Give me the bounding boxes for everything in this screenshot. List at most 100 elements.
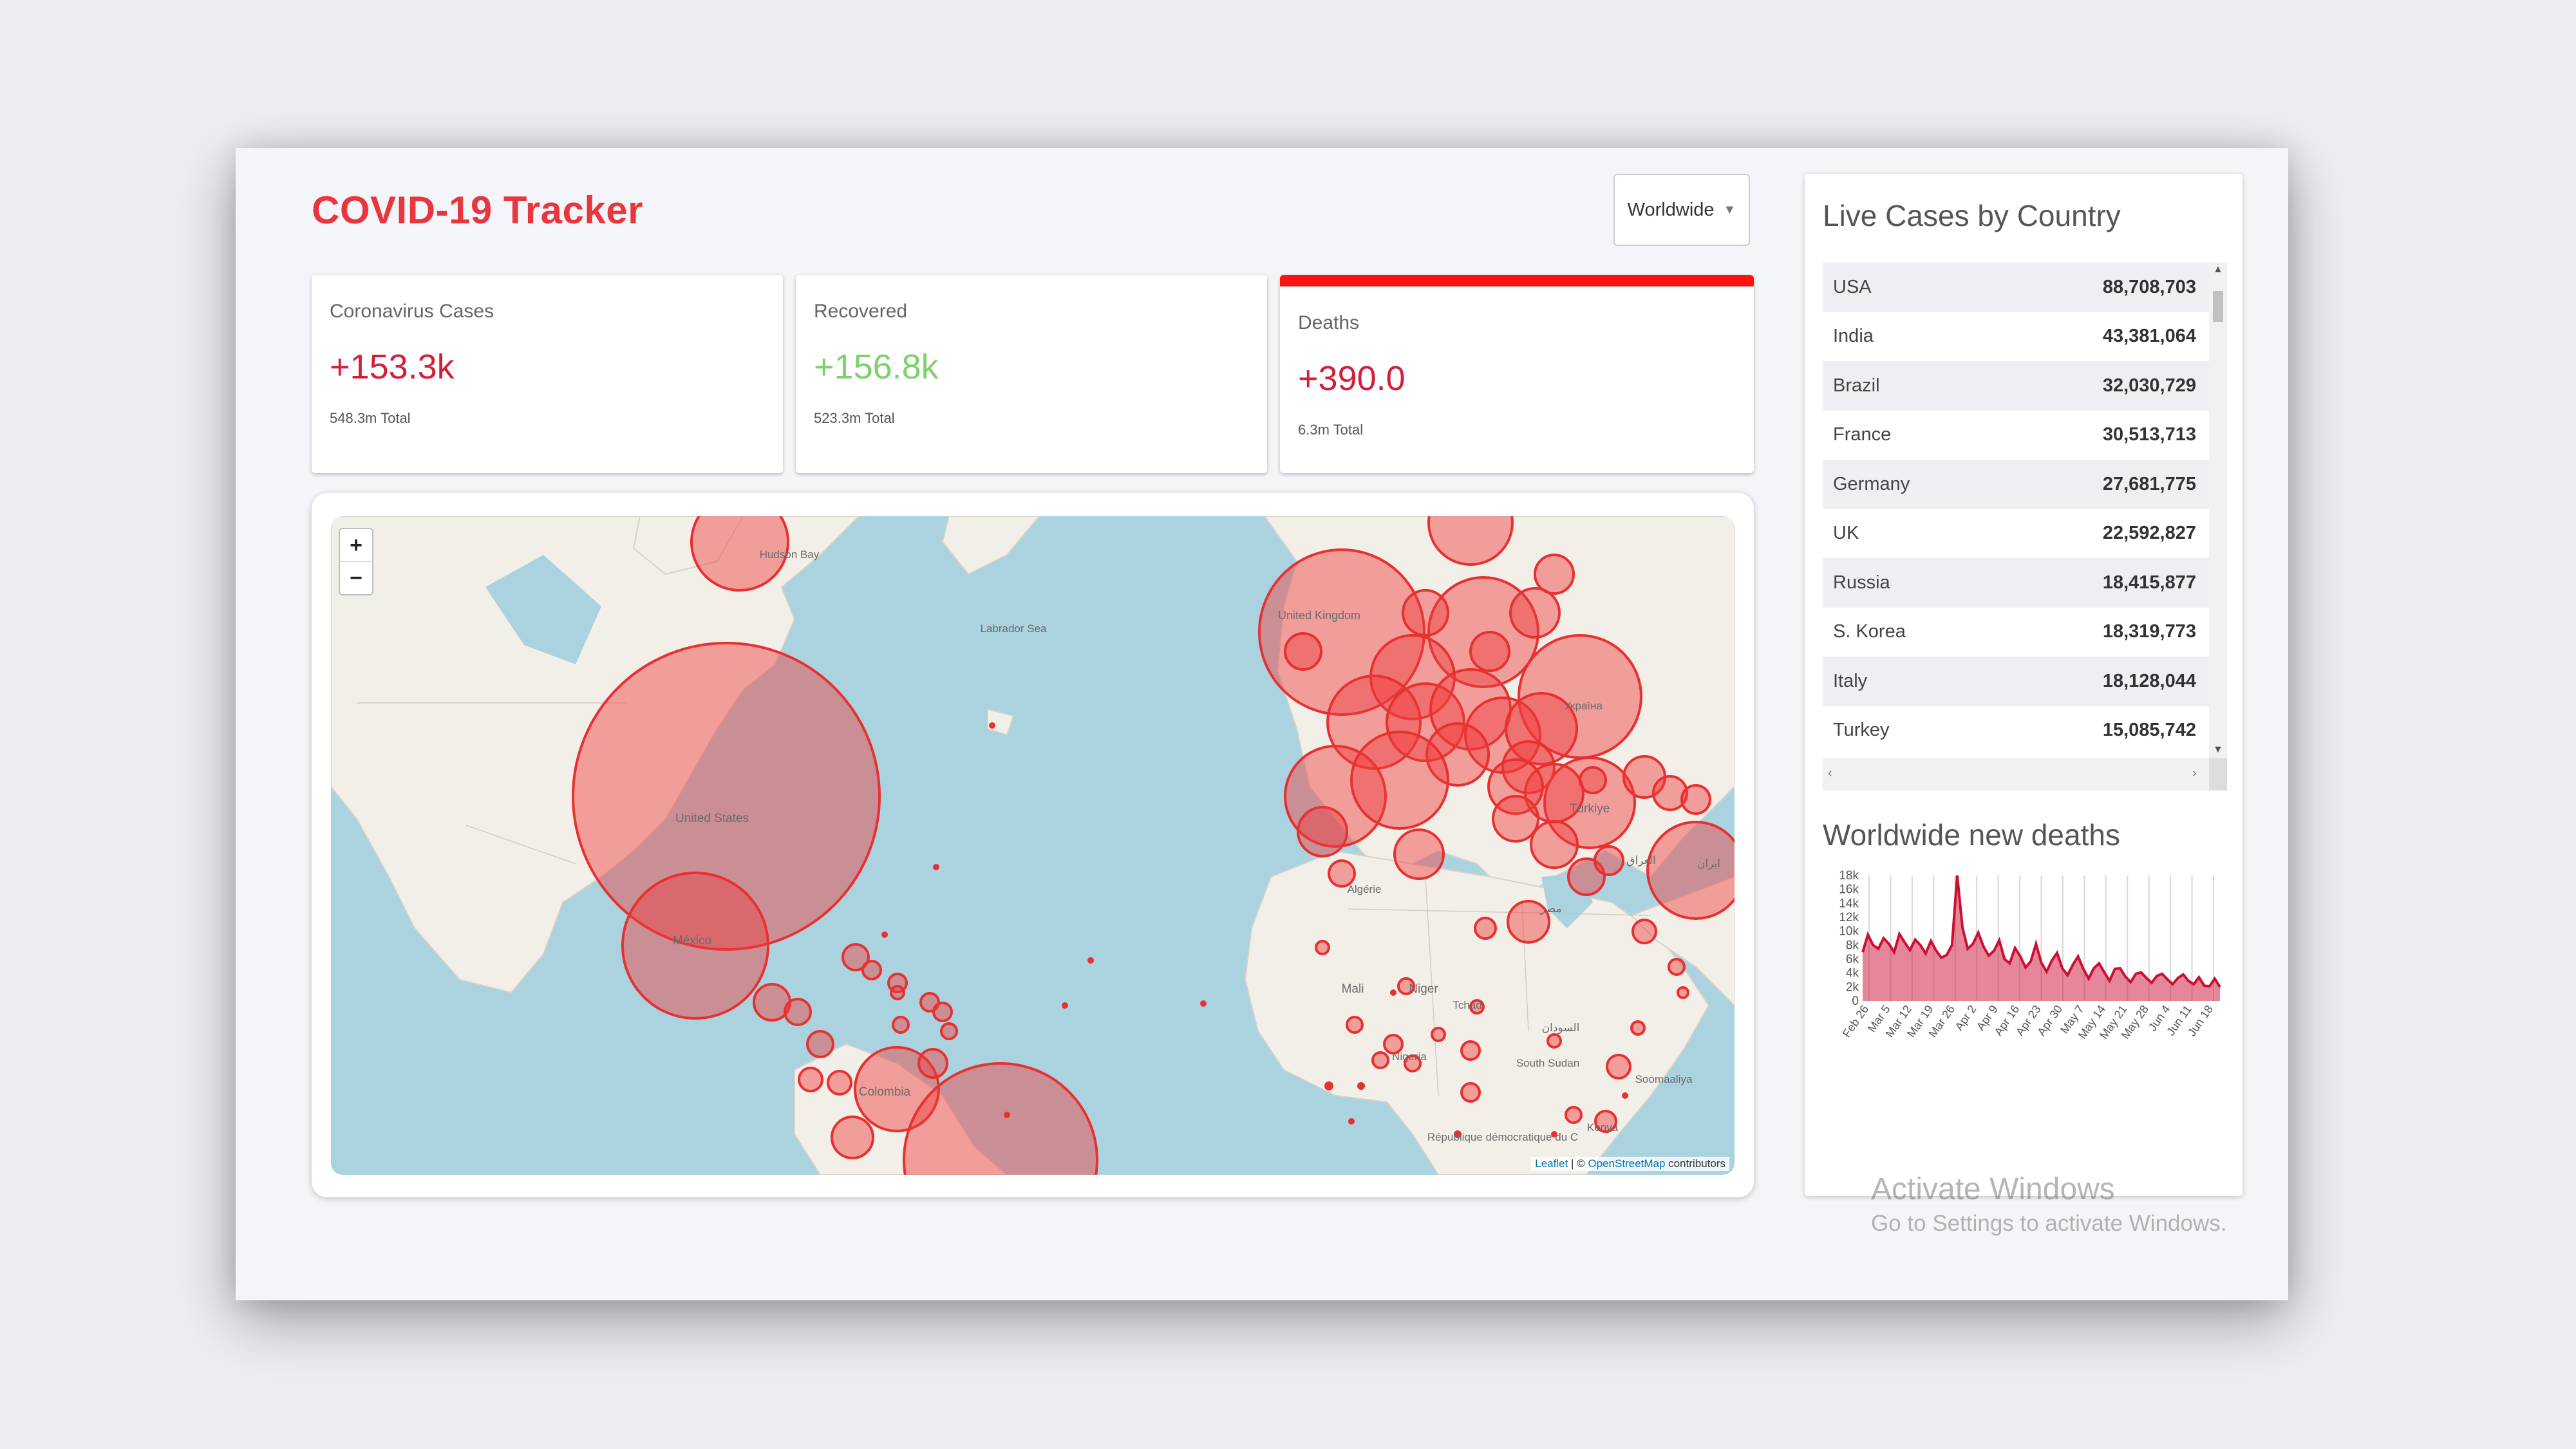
y-tick-label: 12k: [1839, 911, 1859, 924]
side-panel: Live Cases by Country USA 88,708,703 India…: [1805, 174, 2242, 1196]
case-count: 18,128,044: [2102, 670, 2196, 691]
country-name: Brazil: [1833, 375, 1880, 396]
y-tick-label: 2k: [1846, 980, 1859, 994]
stat-label: Deaths: [1298, 312, 1360, 333]
case-count: 43,381,064: [2102, 326, 2196, 347]
x-tick-label: Apr 2: [1952, 1003, 1979, 1033]
table-row: Turkey 15,085,742: [1823, 706, 2209, 756]
attribution-separator: | ©: [1568, 1157, 1588, 1170]
osm-link[interactable]: OpenStreetMap: [1588, 1157, 1666, 1170]
chart-title: Worldwide new deaths: [1823, 818, 2120, 852]
map-label: United States: [675, 812, 749, 825]
case-count: 18,415,877: [2102, 572, 2196, 593]
country-name: Russia: [1833, 572, 1890, 593]
live-cases-table[interactable]: USA 88,708,703 India 43,381,064 Brazil 32,030…: [1823, 263, 2227, 790]
map-label: مصر: [1539, 902, 1561, 915]
vertical-scrollbar[interactable]: ▲ ▼: [2209, 263, 2227, 758]
case-count: 88,708,703: [2102, 276, 2196, 297]
stat-value: +390.0: [1298, 359, 1406, 398]
scroll-up-icon[interactable]: ▲: [2213, 264, 2223, 275]
map-label: Niger: [1409, 982, 1438, 996]
app-title: COVID-19 Tracker: [312, 189, 643, 232]
country-name: Germany: [1833, 473, 1910, 494]
country-name: India: [1833, 326, 1874, 347]
map-label: Kenya: [1587, 1121, 1619, 1134]
y-tick-label: 14k: [1839, 897, 1859, 910]
map-label: العراق: [1626, 854, 1655, 867]
table-row: Italy 18,128,044: [1823, 657, 2209, 706]
case-count: 27,681,775: [2102, 473, 2196, 494]
country-dropdown-value: Worldwide: [1627, 199, 1715, 220]
case-count: 18,319,773: [2102, 621, 2196, 642]
table-row: Brazil 32,030,729: [1823, 361, 2209, 411]
case-count: 22,592,827: [2102, 523, 2196, 544]
y-tick-label: 18k: [1839, 869, 1859, 883]
horizontal-scrollbar[interactable]: ‹ ›: [1823, 758, 2227, 790]
stat-label: Coronavirus Cases: [330, 301, 494, 322]
table-row: India 43,381,064: [1823, 312, 2209, 362]
zoom-control: + −: [339, 528, 373, 595]
map-label: ایران: [1697, 857, 1720, 870]
case-count: 15,085,742: [2102, 720, 2196, 741]
live-cases-title: Live Cases by Country: [1823, 199, 2121, 232]
deaths-stat-card[interactable]: Deaths +390.0 6.3m Total: [1280, 275, 1754, 473]
y-tick-label: 16k: [1839, 883, 1859, 897]
scroll-down-icon[interactable]: ▼: [2213, 744, 2223, 755]
deaths-area: [1863, 875, 2220, 1001]
stat-value: +153.3k: [330, 348, 455, 386]
y-tick-label: 6k: [1846, 953, 1859, 966]
case-markers: [572, 516, 1735, 1175]
map-label: United Kingdom: [1278, 609, 1360, 622]
y-tick-label: 4k: [1846, 967, 1859, 980]
country-name: UK: [1833, 523, 1859, 544]
case-count: 32,030,729: [2102, 375, 2196, 396]
country-name: S. Korea: [1833, 621, 1906, 642]
stat-total: 523.3m Total: [814, 410, 895, 426]
table-row: USA 88,708,703: [1823, 263, 2209, 312]
y-tick-label: 10k: [1839, 925, 1859, 939]
stat-total: 6.3m Total: [1298, 422, 1364, 438]
zoom-out-button[interactable]: −: [340, 561, 372, 594]
country-name: France: [1833, 424, 1892, 445]
map-canvas[interactable]: Hudson Bay Labrador Sea United States Mé…: [331, 516, 1735, 1175]
map-label: México: [673, 934, 711, 948]
stat-value: +156.8k: [814, 348, 939, 386]
map-label: République démocratique du C: [1427, 1131, 1578, 1143]
chevron-down-icon: ▼: [1723, 202, 1736, 217]
map-label: السودان: [1542, 1022, 1580, 1034]
map-label: South Sudan: [1516, 1057, 1579, 1069]
country-name: USA: [1833, 276, 1872, 297]
activate-windows-watermark: Activate Windows Go to Settings to activ…: [1871, 1172, 2226, 1237]
recovered-stat-card[interactable]: Recovered +156.8k 523.3m Total: [796, 275, 1267, 473]
small-markers: [881, 722, 1628, 1138]
scroll-right-icon[interactable]: ›: [2192, 766, 2197, 780]
table-row: S. Korea 18,319,773: [1823, 608, 2209, 657]
y-tick-label: 0: [1852, 995, 1859, 1008]
cases-stat-card[interactable]: Coronavirus Cases +153.3k 548.3m Total: [312, 275, 783, 473]
country-dropdown[interactable]: Worldwide ▼: [1613, 174, 1750, 246]
table-body: USA 88,708,703 India 43,381,064 Brazil 32,030…: [1823, 263, 2209, 755]
zoom-in-button[interactable]: +: [350, 532, 362, 557]
map-label: Türkiye: [1570, 802, 1610, 816]
stat-total: 548.3m Total: [330, 410, 411, 426]
map-attribution: Leaflet | © OpenStreetMap contributors: [1531, 1157, 1729, 1171]
watermark-line-1: Activate Windows: [1871, 1172, 2115, 1206]
table-row: Russia 18,415,877: [1823, 558, 2209, 608]
scroll-thumb[interactable]: [2213, 291, 2223, 322]
map-label: Hudson Bay: [760, 548, 820, 561]
map-label: Colombia: [859, 1085, 911, 1099]
scroll-left-icon[interactable]: ‹: [1828, 766, 1832, 780]
watermark-line-2: Go to Settings to activate Windows.: [1871, 1211, 2227, 1236]
map-label: Nigeria: [1392, 1051, 1427, 1063]
country-name: Turkey: [1833, 720, 1890, 741]
world-map[interactable]: Hudson Bay Labrador Sea United States Mé…: [331, 516, 1735, 1175]
map-label: Mali: [1342, 982, 1364, 996]
map-label: Tchad: [1453, 999, 1481, 1011]
leaflet-link[interactable]: Leaflet: [1535, 1157, 1568, 1170]
map-label: Labrador Sea: [980, 622, 1047, 635]
map-label: Україна: [1564, 700, 1603, 712]
table-row: UK 22,592,827: [1823, 509, 2209, 559]
x-tick-label: Feb 26: [1840, 1003, 1872, 1040]
map-label: Soomaaliya: [1635, 1073, 1693, 1085]
app-window: COVID-19 Tracker Worldwide ▼ Coronavirus…: [236, 148, 2288, 1300]
